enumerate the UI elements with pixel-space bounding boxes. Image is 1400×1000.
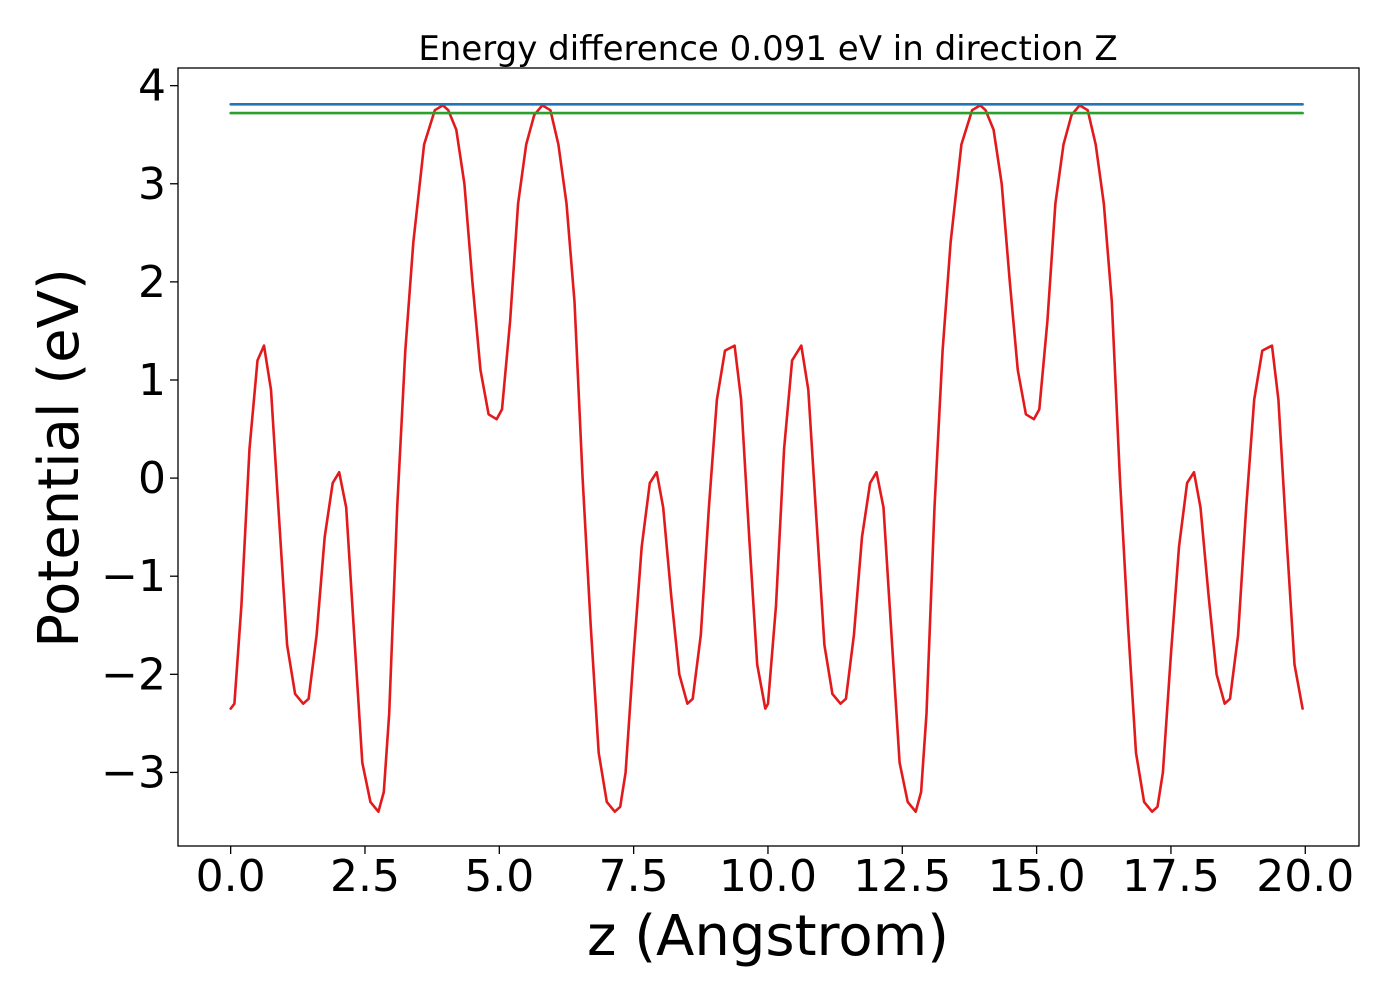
x-tick-label: 7.5 (599, 851, 669, 902)
y-tick-label: 4 (138, 61, 166, 112)
y-tick-label: 2 (138, 257, 166, 308)
y-tick-label: 1 (138, 355, 166, 406)
y-tick-label: 0 (138, 453, 166, 504)
x-tick-label: 15.0 (988, 851, 1086, 902)
plot-area: 0.0 2.5 5.0 7.5 10.0 12.5 15.0 17.5 20.0 −3 −2 −1 0 1… (101, 61, 1360, 902)
x-tick-label: 20.0 (1256, 851, 1354, 902)
plot-frame (177, 67, 1360, 847)
x-tick-label: 17.5 (1122, 851, 1220, 902)
x-tick-label: 10.0 (719, 851, 817, 902)
x-tick-label: 0.0 (196, 851, 266, 902)
y-tick-label: 3 (138, 159, 166, 210)
x-tick-label: 2.5 (330, 851, 400, 902)
series-line-0 (229, 104, 1304, 814)
y-axis-label: Potential (eV) (27, 268, 92, 648)
y-tick-label: −3 (101, 747, 166, 798)
y-tick-label: −1 (101, 551, 166, 602)
x-tick-label: 5.0 (464, 851, 534, 902)
chart-title: Energy difference 0.091 eV in direction … (418, 29, 1117, 69)
y-tick-label: −2 (101, 649, 166, 700)
x-tick-label: 12.5 (853, 851, 951, 902)
x-axis-label: z (Angstrom) (587, 904, 949, 969)
